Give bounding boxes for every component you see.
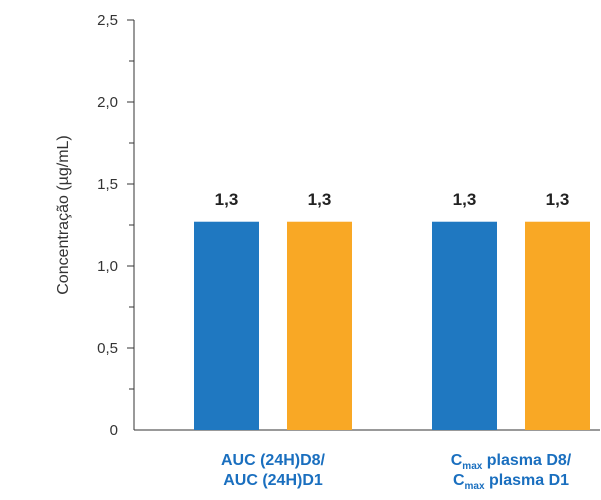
y-axis-title: Concentração (µg/mL): [55, 135, 72, 295]
bar-data-label: 1,3: [546, 190, 570, 209]
data-labels: 1,3 1,3 1,3 1,3: [215, 190, 570, 209]
category-labels: AUC (24H)D8/AUC (24H)D1 Cmax plasma D8/Cm…: [221, 452, 572, 492]
category-label-line: Cmax plasma D1: [453, 472, 569, 492]
bar-data-label: 1,3: [308, 190, 332, 209]
category-label-line: AUC (24H)D8/: [221, 452, 326, 469]
y-tick-label: 0: [110, 422, 118, 439]
category-label-line: Cmax plasma D8/: [451, 452, 572, 472]
bars: [194, 221, 590, 430]
y-tick-label: 1,0: [97, 258, 118, 275]
y-tick-label: 2,0: [97, 94, 118, 111]
bar-data-label: 1,3: [453, 190, 477, 209]
bar: [287, 221, 352, 430]
bar-data-label: 1,3: [215, 190, 239, 209]
category-label-line: AUC (24H)D1: [223, 472, 323, 489]
bar: [432, 221, 497, 430]
bar: [525, 221, 590, 430]
y-tick-label: 0,5: [97, 340, 118, 357]
y-tick-label: 1,5: [97, 176, 118, 193]
y-tick-label: 2,5: [97, 12, 118, 29]
bar: [194, 221, 259, 430]
